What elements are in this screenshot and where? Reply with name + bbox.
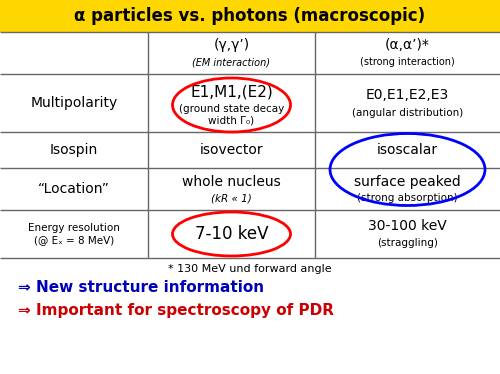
- Text: (strong absorption): (strong absorption): [357, 193, 458, 203]
- Text: E1,M1,(E2): E1,M1,(E2): [190, 85, 273, 99]
- Text: isoscalar: isoscalar: [377, 143, 438, 157]
- Text: (strong interaction): (strong interaction): [360, 57, 455, 67]
- Text: (EM interaction): (EM interaction): [192, 57, 270, 67]
- Text: (straggling): (straggling): [377, 238, 438, 248]
- Text: (angular distribution): (angular distribution): [352, 108, 463, 118]
- Text: isovector: isovector: [200, 143, 264, 157]
- Text: (ground state decay
width Γ₀): (ground state decay width Γ₀): [179, 104, 284, 126]
- Text: whole nucleus: whole nucleus: [182, 175, 281, 189]
- Text: ⇒ Important for spectroscopy of PDR: ⇒ Important for spectroscopy of PDR: [18, 303, 334, 318]
- Text: surface peaked: surface peaked: [354, 175, 461, 189]
- Text: E0,E1,E2,E3: E0,E1,E2,E3: [366, 88, 449, 102]
- Text: “Location”: “Location”: [38, 182, 110, 196]
- Text: (γ,γ’): (γ,γ’): [214, 38, 250, 52]
- Text: (α,α’)*: (α,α’)*: [385, 38, 430, 52]
- Text: ⇒ New structure information: ⇒ New structure information: [18, 280, 264, 295]
- Text: 7-10 keV: 7-10 keV: [195, 225, 268, 243]
- Text: * 130 MeV und forward angle: * 130 MeV und forward angle: [168, 264, 332, 274]
- Text: (kR « 1): (kR « 1): [211, 193, 252, 203]
- Bar: [0, 0, 500, 32]
- Text: Isospin: Isospin: [50, 143, 98, 157]
- Text: 30-100 keV: 30-100 keV: [368, 219, 447, 233]
- Text: Multipolarity: Multipolarity: [30, 96, 118, 110]
- Text: Energy resolution
(@ Eₓ = 8 MeV): Energy resolution (@ Eₓ = 8 MeV): [28, 223, 120, 245]
- Text: α particles vs. photons (macroscopic): α particles vs. photons (macroscopic): [74, 7, 426, 25]
